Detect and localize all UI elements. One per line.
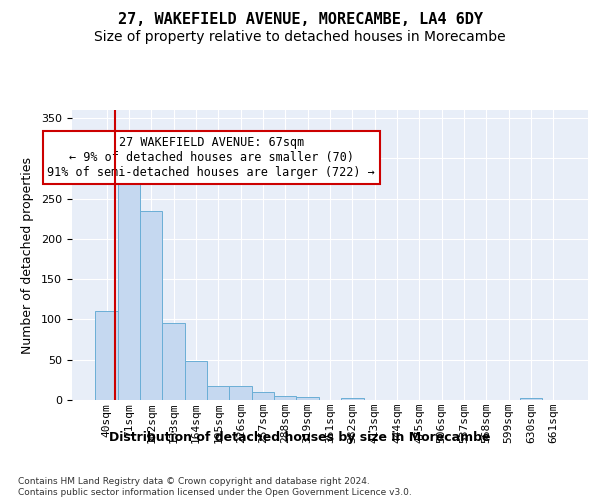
Y-axis label: Number of detached properties: Number of detached properties (21, 156, 34, 354)
Text: Size of property relative to detached houses in Morecambe: Size of property relative to detached ho… (94, 30, 506, 44)
Text: Contains HM Land Registry data © Crown copyright and database right 2024.
Contai: Contains HM Land Registry data © Crown c… (18, 478, 412, 497)
Text: 27 WAKEFIELD AVENUE: 67sqm
← 9% of detached houses are smaller (70)
91% of semi-: 27 WAKEFIELD AVENUE: 67sqm ← 9% of detac… (47, 136, 375, 179)
Bar (118, 174, 140, 400)
Bar (163, 324, 185, 400)
Bar (140, 210, 163, 400)
Bar (520, 398, 542, 400)
Bar (229, 386, 252, 400)
Text: 27, WAKEFIELD AVENUE, MORECAMBE, LA4 6DY: 27, WAKEFIELD AVENUE, MORECAMBE, LA4 6DY (118, 12, 482, 28)
Bar (296, 397, 319, 400)
Bar (274, 396, 296, 400)
Bar (341, 398, 364, 400)
Bar (185, 360, 207, 400)
Bar (252, 392, 274, 400)
Bar (95, 312, 118, 400)
Text: Distribution of detached houses by size in Morecambe: Distribution of detached houses by size … (109, 431, 491, 444)
Bar (207, 386, 229, 400)
